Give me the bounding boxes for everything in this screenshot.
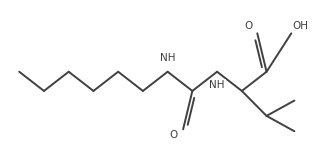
Text: NH: NH	[209, 80, 225, 90]
Text: O: O	[170, 130, 178, 140]
Text: OH: OH	[292, 21, 309, 31]
Text: NH: NH	[160, 53, 175, 63]
Text: O: O	[244, 21, 252, 31]
